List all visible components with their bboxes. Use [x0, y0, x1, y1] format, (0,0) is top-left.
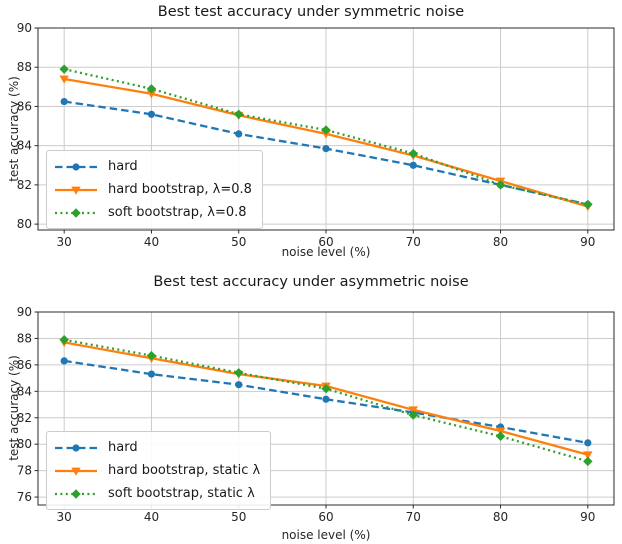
legend-sample-hard-bootstrap-static: [55, 467, 97, 476]
marker-diamond: [408, 148, 418, 159]
chart-asymmetric-noise: 30 40 50 60 70 80 90 76 78 80 82 84 86 88 90 Best test…: [0, 272, 622, 544]
marker-circle: [60, 97, 68, 106]
y-tick-label: 90: [17, 305, 32, 319]
marker-circle: [147, 110, 156, 118]
y-axis-label: test accuracy (%): [7, 355, 21, 461]
marker-diamond: [146, 350, 157, 361]
x-axis-label: noise level (%): [281, 528, 371, 542]
marker-triangle-down: [146, 90, 157, 99]
y-tick-label: 86: [17, 99, 32, 113]
legend: hard hard bootstrap, static λ soft boots…: [46, 431, 272, 510]
marker-diamond: [321, 383, 331, 394]
x-tick-label: 50: [231, 235, 246, 249]
plot-area-asymmetric: 30 40 50 60 70 80 90 76 78 80 82 84 86 88 90: [17, 305, 615, 524]
legend: hard hard bootstrap, λ=0.8 soft bootstra…: [46, 150, 263, 229]
x-tick-label: 90: [580, 235, 595, 249]
x-tick-label: 30: [57, 235, 72, 249]
legend-label: soft bootstrap, λ=0.8: [108, 205, 247, 220]
legend-sample-hard-bootstrap: [55, 186, 97, 195]
y-tick-label: 80: [17, 437, 32, 451]
marker-triangle-down: [71, 186, 81, 195]
marker-circle: [322, 395, 330, 403]
x-tick-label: 60: [318, 235, 333, 249]
y-tick-label: 88: [17, 331, 32, 345]
marker-circle: [235, 381, 243, 389]
x-tick-label: 70: [406, 510, 421, 524]
x-tick-label: 40: [144, 510, 159, 524]
marker-circle: [584, 439, 592, 447]
x-tick-label: 80: [493, 510, 508, 524]
marker-circle: [235, 130, 243, 138]
legend-label: hard: [108, 440, 138, 455]
plot-area-symmetric: 30 40 50 60 70 80 90 80 82 84 86 88 90: [17, 21, 615, 249]
x-tick-label: 30: [57, 510, 72, 524]
y-tick-label: 82: [17, 411, 32, 425]
y-tick-label: 80: [17, 217, 32, 231]
legend-label: hard: [108, 159, 138, 174]
marker-diamond: [234, 368, 244, 378]
marker-diamond: [59, 64, 69, 74]
x-tick-label: 80: [493, 235, 508, 249]
y-tick-label: 88: [17, 60, 32, 74]
x-tick-label: 70: [406, 235, 421, 249]
legend-sample-soft-bootstrap-static: [55, 488, 97, 499]
marker-diamond: [59, 335, 69, 345]
chart-title: Best test accuracy under symmetric noise: [157, 4, 465, 20]
marker-diamond: [583, 199, 593, 210]
y-tick-label: 86: [17, 358, 32, 372]
marker-circle: [72, 443, 80, 452]
marker-circle: [409, 161, 417, 169]
legend-label: hard bootstrap, static λ: [108, 463, 261, 478]
legend-row: soft bootstrap, static λ: [53, 482, 260, 505]
legend-row: hard bootstrap, static λ: [53, 459, 260, 482]
legend-sample-hard: [55, 443, 97, 452]
x-tick-label: 40: [144, 235, 159, 249]
legend-row: hard: [53, 155, 252, 178]
marker-diamond: [583, 456, 593, 467]
marker-diamond: [234, 109, 244, 119]
marker-circle: [60, 357, 68, 365]
y-tick-label: 76: [17, 490, 32, 504]
y-tick-label: 78: [17, 464, 32, 478]
legend-label: soft bootstrap, static λ: [108, 486, 255, 501]
x-tick-label: 90: [580, 510, 595, 524]
marker-circle: [147, 370, 156, 378]
marker-triangle-down: [71, 467, 81, 476]
chart-symmetric-noise: 30 40 50 60 70 80 90 80 82 84 86 88 90 Best test acc…: [7, 4, 615, 259]
x-axis-label: noise level (%): [281, 245, 371, 259]
y-tick-label: 90: [17, 21, 32, 35]
x-tick-label: 50: [231, 510, 246, 524]
y-tick-label: 82: [17, 178, 32, 192]
legend-label: hard bootstrap, λ=0.8: [108, 182, 252, 197]
legend-sample-hard: [55, 162, 97, 171]
marker-triangle-down: [59, 75, 69, 84]
chart-title: Best test accuracy under asymmetric nois…: [153, 274, 469, 290]
legend-row: hard bootstrap, λ=0.8: [53, 178, 252, 201]
marker-circle: [322, 145, 330, 153]
marker-diamond: [495, 431, 506, 441]
marker-triangle-down: [583, 451, 593, 460]
y-axis-label: test accuracy (%): [7, 76, 21, 182]
marker-diamond: [71, 207, 81, 218]
legend-sample-soft-bootstrap: [55, 207, 97, 218]
legend-row: soft bootstrap, λ=0.8: [53, 201, 252, 224]
marker-circle: [72, 162, 80, 171]
y-tick-label: 84: [17, 139, 32, 153]
marker-diamond: [495, 180, 506, 190]
marker-diamond: [146, 84, 157, 94]
marker-diamond: [321, 125, 331, 135]
y-tick-label: 84: [17, 384, 32, 398]
marker-diamond: [71, 488, 81, 499]
legend-row: hard: [53, 436, 260, 459]
x-tick-label: 60: [318, 510, 333, 524]
